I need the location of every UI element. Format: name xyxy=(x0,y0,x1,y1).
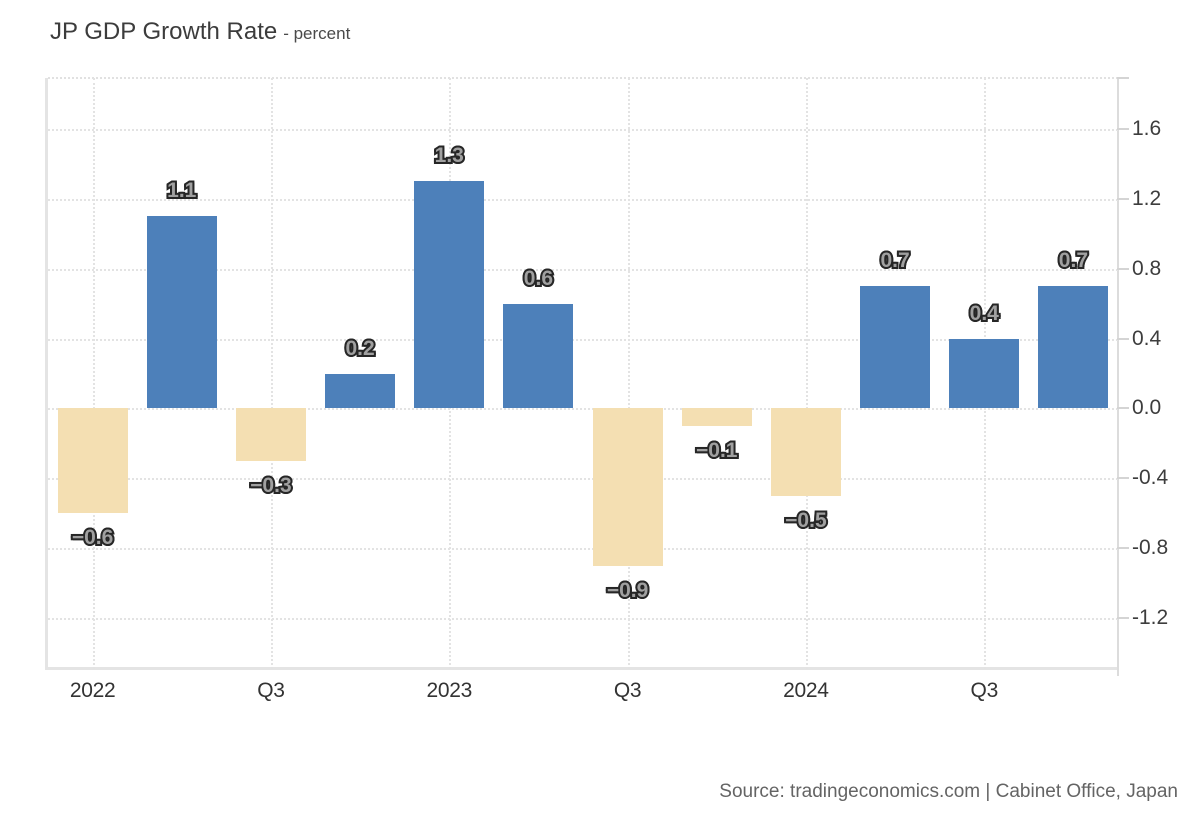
chart-title: JP GDP Growth Rate xyxy=(50,18,278,45)
y-gridline xyxy=(48,618,1118,621)
bar-data-label: 0.6 0.6 xyxy=(522,265,555,292)
bar-data-label-text: −0.3 xyxy=(250,473,292,497)
bar-data-label: −0.6 −0.6 xyxy=(70,524,116,551)
bar-data-label-outline: −0.9 xyxy=(605,577,651,604)
bar-data-label-outline: −0.3 xyxy=(248,472,294,499)
y-axis-tick-label: 1.6 xyxy=(1132,116,1162,140)
bar[interactable] xyxy=(146,216,217,409)
bar-data-label: 0.2 0.2 xyxy=(343,335,376,362)
x-axis-tick-label: 2024 xyxy=(783,679,829,702)
bar-data-label-text: 0.2 xyxy=(345,336,375,360)
bar[interactable] xyxy=(681,408,752,426)
bar-data-label-outline: 0.4 xyxy=(968,300,1001,327)
bar-data-label: −0.1 −0.1 xyxy=(694,437,740,464)
plot-border-top xyxy=(48,77,1118,79)
bar-data-label: −0.5 −0.5 xyxy=(783,507,829,534)
y-gridline xyxy=(48,128,1118,131)
bar-data-label-text: 0.7 xyxy=(880,249,910,273)
y-axis-tick xyxy=(1117,127,1129,130)
y-axis-tick xyxy=(1117,197,1129,200)
x-axis-tick-label: 2022 xyxy=(69,679,116,702)
bar[interactable] xyxy=(1038,286,1109,409)
x-gridline xyxy=(92,78,95,669)
bar-data-label-outline: −0.5 xyxy=(783,507,829,534)
y-axis-tick xyxy=(1117,617,1129,620)
y-gridline xyxy=(48,198,1118,201)
bar[interactable] xyxy=(949,338,1020,409)
bar-data-label-outline: 1.3 xyxy=(433,142,466,169)
x-axis-tick-label: Q3 xyxy=(613,679,642,702)
bar-data-label-text: 0.7 xyxy=(1058,249,1089,273)
y-gridline xyxy=(48,478,1118,481)
bar-data-label-outline: −0.1 xyxy=(694,437,740,464)
y-axis-tick xyxy=(1117,407,1129,410)
x-gridline xyxy=(270,78,273,669)
bar-data-label-text: 1.3 xyxy=(434,144,464,168)
bar[interactable] xyxy=(414,181,485,409)
source-text: Source: tradingeconomics.com | Cabinet O… xyxy=(719,781,1178,802)
bar-data-label: 1.1 1.1 xyxy=(165,177,198,204)
bar-data-label-text: 0.4 xyxy=(969,301,999,325)
bar-data-label-text: −0.9 xyxy=(606,578,649,602)
y-axis-tick-label: 0.0 xyxy=(1132,396,1162,420)
bar-data-label-outline: 0.6 xyxy=(522,265,555,292)
bar-data-label-text: −0.5 xyxy=(785,508,827,532)
bar-data-label-outline: 0.2 xyxy=(343,335,376,362)
bar-data-label: 0.4 0.4 xyxy=(968,300,1001,327)
x-gridline xyxy=(805,78,808,669)
y-axis-tick xyxy=(1117,337,1129,340)
bar-data-label: −0.3 −0.3 xyxy=(248,472,294,499)
y-gridline xyxy=(48,548,1118,551)
y-axis-tick-label: -1.2 xyxy=(1132,606,1169,630)
bar[interactable] xyxy=(325,373,396,409)
x-gridline xyxy=(627,78,630,669)
chart-subtitle: - percent xyxy=(283,24,351,43)
bar-data-label-text: 0.6 xyxy=(523,266,554,290)
x-axis-line xyxy=(45,667,1119,670)
bar-data-label-outline: 1.1 xyxy=(165,177,198,204)
y-axis-tick-label: 0.4 xyxy=(1132,326,1162,350)
y-gridline xyxy=(48,338,1118,341)
x-axis-tick-label: Q3 xyxy=(970,679,999,702)
y-axis-tick xyxy=(1117,547,1129,550)
y-axis-tick xyxy=(1117,477,1129,480)
bar-data-label-outline: 0.7 xyxy=(878,247,911,274)
bar-data-label: 0.7 0.7 xyxy=(878,247,911,274)
bar-data-label-outline: −0.6 xyxy=(70,524,116,551)
bar[interactable] xyxy=(592,408,663,566)
bar-data-label-text: 1.1 xyxy=(167,179,197,203)
bar-data-label: 1.3 1.3 xyxy=(433,142,466,169)
bar-data-label-text: −0.1 xyxy=(696,438,738,462)
plot-area: −0.6 −0.6 1.1 1.1 −0.3 −0.3 0.2 0.2 1.3 1.3 0.6 0.6… xyxy=(48,78,1118,669)
y-axis-tick xyxy=(1117,77,1129,79)
y-axis-tick xyxy=(1117,267,1129,270)
y-gridline xyxy=(48,268,1118,271)
y-axis-tick-label: -0.8 xyxy=(1132,536,1169,560)
plot-border-left xyxy=(45,78,48,669)
y-axis-tick-label: 0.8 xyxy=(1132,256,1162,280)
chart-header: JP GDP Growth Rate - percent xyxy=(50,18,350,46)
y-axis-tick-label: -0.4 xyxy=(1132,466,1169,490)
y-gridline xyxy=(48,408,1118,411)
bar-data-label-outline: 0.7 xyxy=(1057,247,1090,274)
bar[interactable] xyxy=(770,408,841,496)
bar-data-label: −0.9 −0.9 xyxy=(605,577,651,604)
y-axis-line xyxy=(1117,78,1119,676)
y-axis-tick-label: 1.2 xyxy=(1132,186,1162,210)
bar[interactable] xyxy=(235,408,306,461)
x-axis-tick-label: Q3 xyxy=(257,679,285,702)
bar[interactable] xyxy=(57,408,128,514)
bar-data-label-text: −0.6 xyxy=(71,526,114,550)
bar[interactable] xyxy=(503,303,574,409)
bar[interactable] xyxy=(860,286,931,409)
x-axis-tick-label: 2023 xyxy=(426,679,473,702)
bar-data-label: 0.7 0.7 xyxy=(1057,247,1090,274)
